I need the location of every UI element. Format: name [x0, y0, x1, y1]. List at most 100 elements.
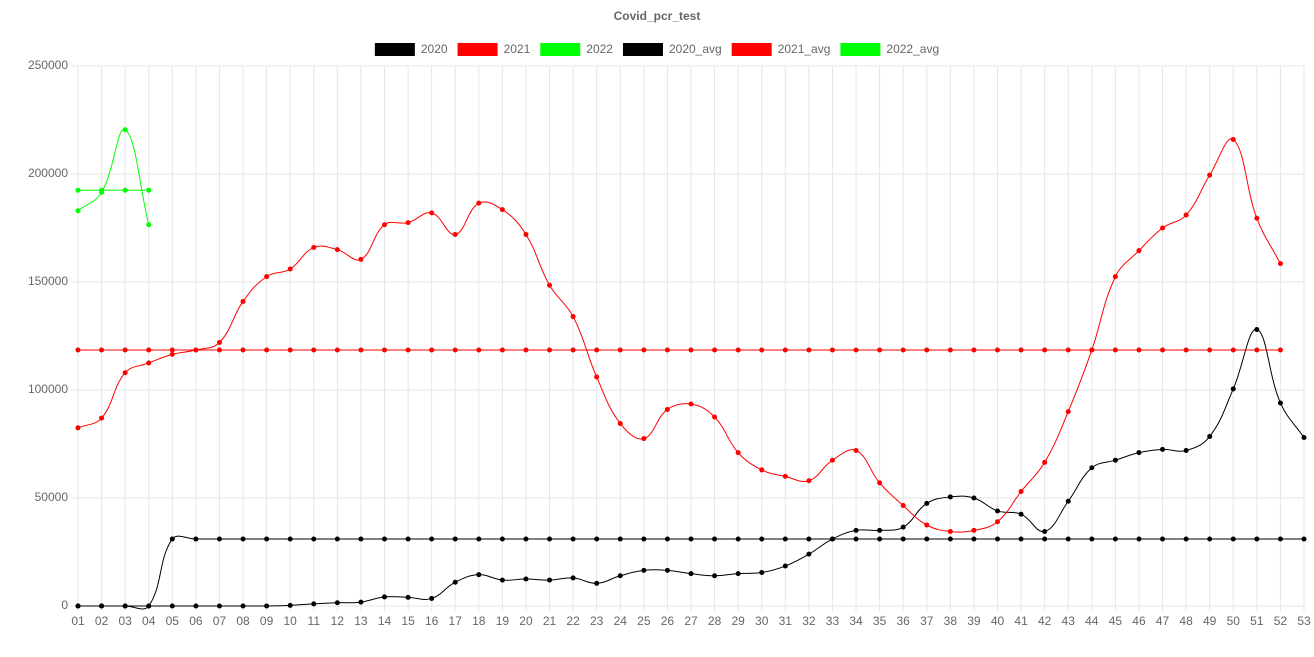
y-tick-label: 200000	[28, 166, 68, 180]
x-tick-label: 50	[1227, 614, 1241, 628]
data-point	[617, 536, 623, 542]
data-point	[499, 536, 505, 542]
x-tick-label: 08	[236, 614, 250, 628]
y-tick-label: 50000	[35, 490, 69, 504]
data-point	[641, 536, 647, 542]
data-point	[971, 495, 977, 501]
data-point	[287, 347, 293, 353]
data-point	[971, 347, 977, 353]
x-tick-label: 34	[849, 614, 863, 628]
data-point	[641, 436, 647, 442]
data-point	[900, 524, 906, 530]
data-point	[1018, 347, 1024, 353]
data-point	[122, 347, 128, 353]
data-point	[476, 536, 482, 542]
data-point	[358, 347, 364, 353]
data-point	[924, 500, 930, 506]
data-point	[429, 595, 435, 601]
legend-swatch	[840, 43, 881, 56]
x-tick-label: 52	[1274, 614, 1288, 628]
data-point	[900, 536, 906, 542]
data-point	[264, 603, 270, 609]
data-point	[688, 571, 694, 577]
data-point	[1136, 347, 1142, 353]
data-point	[806, 536, 812, 542]
legend-swatch	[540, 43, 581, 56]
legend-swatch	[457, 43, 498, 56]
x-tick-label: 38	[944, 614, 958, 628]
data-point	[122, 127, 128, 133]
data-point	[99, 415, 105, 421]
data-point	[664, 347, 670, 353]
legend-label: 2020_avg	[669, 42, 722, 56]
data-point	[75, 425, 81, 431]
data-point	[971, 536, 977, 542]
data-point	[1277, 536, 1283, 542]
x-tick-label: 35	[873, 614, 887, 628]
x-tick-label: 26	[661, 614, 675, 628]
data-point	[1042, 528, 1048, 534]
x-tick-label: 10	[284, 614, 298, 628]
data-point	[216, 603, 222, 609]
x-tick-label: 49	[1203, 614, 1217, 628]
x-tick-label: 46	[1132, 614, 1146, 628]
x-tick-label: 17	[449, 614, 463, 628]
data-point	[1042, 536, 1048, 542]
data-point	[594, 374, 600, 380]
data-point	[452, 347, 458, 353]
data-point	[216, 536, 222, 542]
data-point	[1112, 274, 1118, 280]
data-point	[1018, 511, 1024, 517]
data-point	[358, 536, 364, 542]
data-point	[146, 222, 152, 228]
data-point	[1065, 347, 1071, 353]
data-point	[688, 536, 694, 542]
data-point	[452, 231, 458, 237]
x-tick-label: 29	[731, 614, 745, 628]
data-point	[1254, 347, 1260, 353]
data-point	[1112, 347, 1118, 353]
data-point	[405, 536, 411, 542]
data-point	[782, 563, 788, 569]
data-point	[947, 536, 953, 542]
data-point	[1089, 536, 1095, 542]
data-point	[1230, 347, 1236, 353]
series-line	[77, 138, 1281, 533]
chart-title: Covid_pcr_test	[614, 9, 701, 23]
data-point	[122, 370, 128, 376]
data-point	[1254, 327, 1260, 333]
legend-label: 2022	[586, 42, 613, 56]
data-point	[617, 420, 623, 426]
data-point	[1207, 433, 1213, 439]
data-point	[1301, 435, 1307, 441]
data-point	[334, 247, 340, 253]
data-point	[99, 187, 105, 193]
data-point	[429, 347, 435, 353]
x-tick-label: 42	[1038, 614, 1052, 628]
data-point	[1089, 465, 1095, 471]
data-point	[264, 274, 270, 280]
data-point	[523, 536, 529, 542]
data-point	[759, 536, 765, 542]
data-point	[995, 519, 1000, 525]
data-point	[1112, 457, 1118, 463]
legend-swatch	[622, 43, 663, 56]
data-point	[853, 536, 859, 542]
data-point	[688, 347, 694, 353]
data-point	[193, 536, 199, 542]
data-point	[499, 577, 505, 583]
data-point	[594, 580, 600, 586]
data-point	[75, 208, 81, 214]
data-point	[971, 527, 977, 533]
data-point	[1277, 347, 1283, 353]
data-point	[1207, 536, 1213, 542]
data-point	[99, 347, 105, 353]
data-point	[240, 298, 246, 304]
data-point	[287, 602, 293, 608]
x-tick-label: 40	[991, 614, 1005, 628]
data-point	[570, 575, 576, 581]
data-point	[358, 599, 364, 605]
y-tick-label: 250000	[28, 58, 68, 72]
data-point	[947, 528, 953, 534]
legend-label: 2021_avg	[778, 42, 831, 56]
